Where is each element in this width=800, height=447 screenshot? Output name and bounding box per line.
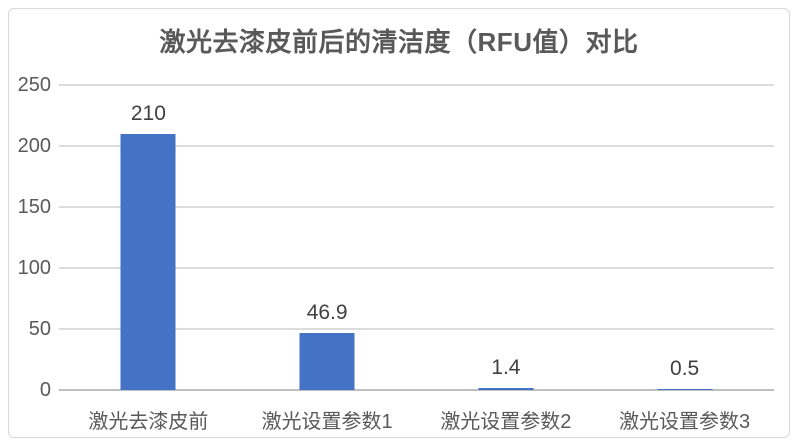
gridline	[59, 84, 774, 86]
bar-value-label: 1.4	[491, 356, 521, 380]
bar	[657, 389, 713, 390]
plot-area: 210 46.9 1.4 0.5 0 50 100 150 200 250	[18, 74, 774, 401]
bar	[120, 133, 176, 390]
x-category-label: 激光去漆皮前	[88, 411, 209, 433]
gridline	[59, 267, 774, 269]
chart-title: 激光去漆皮前后的清洁度（RFU值）对比	[159, 27, 639, 57]
gridline	[59, 206, 774, 208]
chart-frame: 激光去漆皮前后的清洁度（RFU值）对比 210 46.9 1.4 0.5 0 50 100…	[8, 8, 790, 438]
bar	[299, 332, 355, 390]
bar-value-label: 0.5	[670, 357, 700, 381]
y-tick-label: 200	[17, 135, 51, 157]
x-axis-line	[59, 389, 774, 391]
gridline	[59, 328, 774, 330]
bar-value-label: 210	[130, 101, 166, 125]
x-category-label: 激光设置参数3	[619, 411, 751, 433]
y-tick-label: 100	[17, 257, 51, 279]
bars-container: 210 46.9 1.4 0.5	[59, 85, 774, 390]
bar-value-label: 46.9	[306, 300, 348, 324]
y-tick-label: 250	[17, 74, 51, 96]
bar-cell: 1.4	[417, 85, 596, 390]
bar-cell: 210	[59, 85, 238, 390]
bar	[478, 388, 534, 390]
x-category-label: 激光设置参数2	[440, 411, 572, 433]
x-category-label: 激光设置参数1	[261, 411, 393, 433]
x-labels-row: 激光去漆皮前 激光设置参数1 激光设置参数2 激光设置参数3	[59, 405, 774, 434]
bar-cell: 46.9	[238, 85, 417, 390]
gridline	[59, 145, 774, 147]
y-tick-label: 50	[28, 318, 51, 340]
bar-cell: 0.5	[595, 85, 774, 390]
y-tick-label: 0	[39, 379, 51, 401]
y-tick-label: 150	[17, 196, 51, 218]
